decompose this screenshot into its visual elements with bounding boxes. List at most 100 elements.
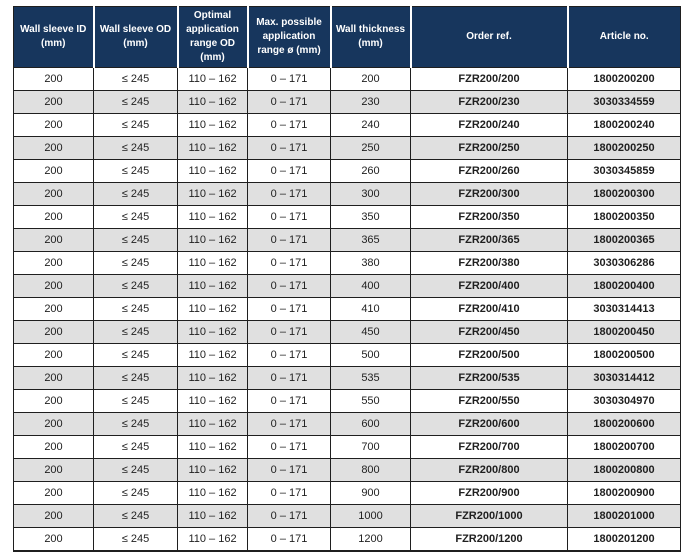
col-header-order-ref: Order ref. [410, 6, 569, 68]
cell-optimal-range: 110 – 162 [177, 297, 248, 321]
cell-order-ref: FZR200/450 [410, 320, 568, 344]
cell-wall-sleeve-id: 200 [13, 320, 94, 344]
cell-article-no: 1800200600 [567, 412, 681, 436]
cell-wall-sleeve-id: 200 [13, 527, 94, 552]
cell-wall-sleeve-id: 200 [13, 458, 94, 482]
cell-wall-sleeve-id: 200 [13, 159, 94, 183]
col-header-optimal-application-range: Optimal application range OD (mm) [177, 6, 249, 68]
cell-max-range: 0 – 171 [247, 366, 331, 390]
cell-wall-sleeve-od: ≤ 245 [93, 228, 178, 252]
table-row: 200 ≤ 245 110 – 162 0 – 171 350 FZR200/350 180… [13, 205, 681, 229]
cell-wall-sleeve-id: 200 [13, 504, 94, 528]
cell-optimal-range: 110 – 162 [177, 412, 248, 436]
cell-wall-thickness: 500 [330, 343, 411, 367]
cell-wall-sleeve-od: ≤ 245 [93, 113, 178, 137]
cell-wall-sleeve-od: ≤ 245 [93, 90, 178, 114]
cell-optimal-range: 110 – 162 [177, 228, 248, 252]
cell-optimal-range: 110 – 162 [177, 458, 248, 482]
cell-max-range: 0 – 171 [247, 228, 331, 252]
cell-article-no: 1800201200 [567, 527, 681, 552]
table-row: 200 ≤ 245 110 – 162 0 – 171 380 FZR200/380 303… [13, 251, 681, 275]
cell-order-ref: FZR200/300 [410, 182, 568, 206]
cell-optimal-range: 110 – 162 [177, 182, 248, 206]
table-row: 200 ≤ 245 110 – 162 0 – 171 240 FZR200/240 180… [13, 113, 681, 137]
cell-wall-sleeve-od: ≤ 245 [93, 159, 178, 183]
cell-wall-sleeve-id: 200 [13, 90, 94, 114]
table-row: 200 ≤ 245 110 – 162 0 – 171 600 FZR200/600 180… [13, 412, 681, 436]
cell-order-ref: FZR200/500 [410, 343, 568, 367]
cell-wall-sleeve-id: 200 [13, 366, 94, 390]
cell-wall-thickness: 700 [330, 435, 411, 459]
cell-order-ref: FZR200/410 [410, 297, 568, 321]
cell-wall-sleeve-id: 200 [13, 182, 94, 206]
cell-wall-sleeve-od: ≤ 245 [93, 136, 178, 160]
cell-wall-thickness: 1000 [330, 504, 411, 528]
table-row: 200 ≤ 245 110 – 162 0 – 171 400 FZR200/400 180… [13, 274, 681, 298]
cell-wall-thickness: 600 [330, 412, 411, 436]
cell-order-ref: FZR200/350 [410, 205, 568, 229]
cell-order-ref: FZR200/550 [410, 389, 568, 413]
cell-wall-sleeve-id: 200 [13, 136, 94, 160]
cell-max-range: 0 – 171 [247, 389, 331, 413]
cell-wall-thickness: 450 [330, 320, 411, 344]
cell-optimal-range: 110 – 162 [177, 113, 248, 137]
table-row: 200 ≤ 245 110 – 162 0 – 171 250 FZR200/250 180… [13, 136, 681, 160]
cell-wall-sleeve-od: ≤ 245 [93, 527, 178, 552]
cell-article-no: 1800200900 [567, 481, 681, 505]
table-row: 200 ≤ 245 110 – 162 0 – 171 900 FZR200/900 180… [13, 481, 681, 505]
cell-wall-sleeve-od: ≤ 245 [93, 297, 178, 321]
cell-order-ref: FZR200/365 [410, 228, 568, 252]
table-row: 200 ≤ 245 110 – 162 0 – 171 535 FZR200/535 303… [13, 366, 681, 390]
table-row: 200 ≤ 245 110 – 162 0 – 171 200 FZR200/200 180… [13, 67, 681, 91]
cell-optimal-range: 110 – 162 [177, 274, 248, 298]
cell-max-range: 0 – 171 [247, 113, 331, 137]
cell-max-range: 0 – 171 [247, 136, 331, 160]
cell-max-range: 0 – 171 [247, 251, 331, 275]
cell-max-range: 0 – 171 [247, 159, 331, 183]
cell-article-no: 1800200300 [567, 182, 681, 206]
cell-max-range: 0 – 171 [247, 527, 331, 552]
cell-wall-thickness: 550 [330, 389, 411, 413]
cell-wall-thickness: 350 [330, 205, 411, 229]
cell-wall-sleeve-od: ≤ 245 [93, 504, 178, 528]
cell-optimal-range: 110 – 162 [177, 504, 248, 528]
table-row: 200 ≤ 245 110 – 162 0 – 171 365 FZR200/365 180… [13, 228, 681, 252]
cell-article-no: 1800200450 [567, 320, 681, 344]
cell-order-ref: FZR200/535 [410, 366, 568, 390]
col-header-wall-thickness: Wall thickness (mm) [330, 6, 412, 68]
cell-wall-sleeve-od: ≤ 245 [93, 412, 178, 436]
cell-optimal-range: 110 – 162 [177, 159, 248, 183]
cell-wall-sleeve-od: ≤ 245 [93, 481, 178, 505]
cell-wall-thickness: 800 [330, 458, 411, 482]
cell-article-no: 1800200350 [567, 205, 681, 229]
cell-max-range: 0 – 171 [247, 90, 331, 114]
table-row: 200 ≤ 245 110 – 162 0 – 171 700 FZR200/700 180… [13, 435, 681, 459]
cell-order-ref: FZR200/1200 [410, 527, 568, 552]
cell-order-ref: FZR200/800 [410, 458, 568, 482]
table-row: 200 ≤ 245 110 – 162 0 – 171 1000 FZR200/1000 1… [13, 504, 681, 528]
cell-wall-thickness: 535 [330, 366, 411, 390]
table-row: 200 ≤ 245 110 – 162 0 – 171 410 FZR200/410 303… [13, 297, 681, 321]
table-row: 200 ≤ 245 110 – 162 0 – 171 550 FZR200/550 303… [13, 389, 681, 413]
cell-article-no: 1800200700 [567, 435, 681, 459]
cell-max-range: 0 – 171 [247, 412, 331, 436]
cell-order-ref: FZR200/380 [410, 251, 568, 275]
cell-wall-sleeve-od: ≤ 245 [93, 205, 178, 229]
cell-max-range: 0 – 171 [247, 67, 331, 91]
col-header-wall-sleeve-id: Wall sleeve ID (mm) [13, 6, 95, 68]
cell-max-range: 0 – 171 [247, 435, 331, 459]
table-row: 200 ≤ 245 110 – 162 0 – 171 1200 FZR200/1200 1… [13, 527, 681, 552]
cell-optimal-range: 110 – 162 [177, 481, 248, 505]
cell-order-ref: FZR200/600 [410, 412, 568, 436]
cell-wall-sleeve-od: ≤ 245 [93, 343, 178, 367]
cell-wall-thickness: 1200 [330, 527, 411, 552]
cell-wall-thickness: 250 [330, 136, 411, 160]
cell-optimal-range: 110 – 162 [177, 67, 248, 91]
cell-article-no: 3030306286 [567, 251, 681, 275]
table-row: 200 ≤ 245 110 – 162 0 – 171 260 FZR200/260 303… [13, 159, 681, 183]
cell-wall-thickness: 900 [330, 481, 411, 505]
cell-order-ref: FZR200/700 [410, 435, 568, 459]
cell-wall-sleeve-od: ≤ 245 [93, 458, 178, 482]
cell-max-range: 0 – 171 [247, 182, 331, 206]
cell-article-no: 1800200500 [567, 343, 681, 367]
